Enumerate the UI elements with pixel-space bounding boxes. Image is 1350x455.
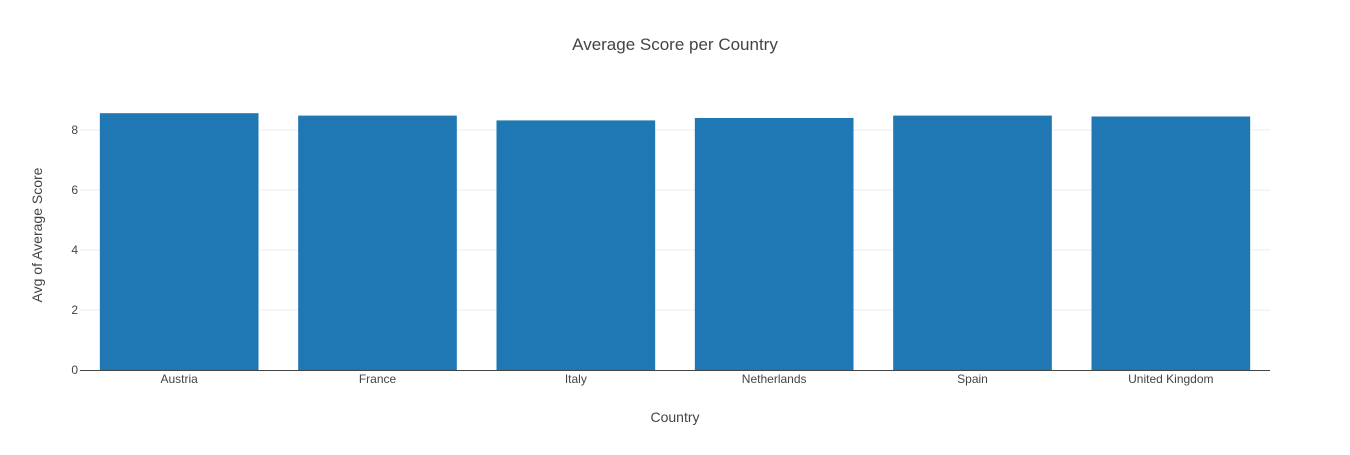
y-tick-label: 0: [71, 363, 78, 377]
x-tick-label: Austria: [160, 372, 198, 386]
chart-title: Average Score per Country: [572, 35, 778, 54]
x-axis-title: Country: [650, 409, 699, 425]
y-tick-labels: 0 2 4 6 8: [71, 123, 78, 377]
x-tick-label: Netherlands: [742, 372, 807, 386]
x-tick-labels: Austria France Italy Netherlands Spain United…: [160, 372, 1213, 386]
bar-italy[interactable]: [496, 120, 656, 371]
y-axis-title: Avg of Average Score: [29, 167, 45, 302]
x-tick-label: United Kingdom: [1128, 372, 1213, 386]
bar-austria[interactable]: [99, 113, 259, 370]
y-tick-label: 8: [71, 123, 78, 137]
bar-netherlands[interactable]: [694, 118, 854, 370]
bar-france[interactable]: [298, 115, 457, 370]
y-tick-label: 4: [71, 243, 78, 257]
x-tick-label: France: [359, 372, 397, 386]
y-tick-label: 2: [71, 303, 78, 317]
x-tick-label: Spain: [957, 372, 988, 386]
gridlines: [80, 129, 1270, 311]
y-tick-label: 6: [71, 183, 78, 197]
bar-spain[interactable]: [893, 115, 1052, 370]
bars: [99, 113, 1251, 371]
x-tick-label: Italy: [565, 372, 587, 386]
bar-united-kingdom[interactable]: [1091, 116, 1251, 371]
